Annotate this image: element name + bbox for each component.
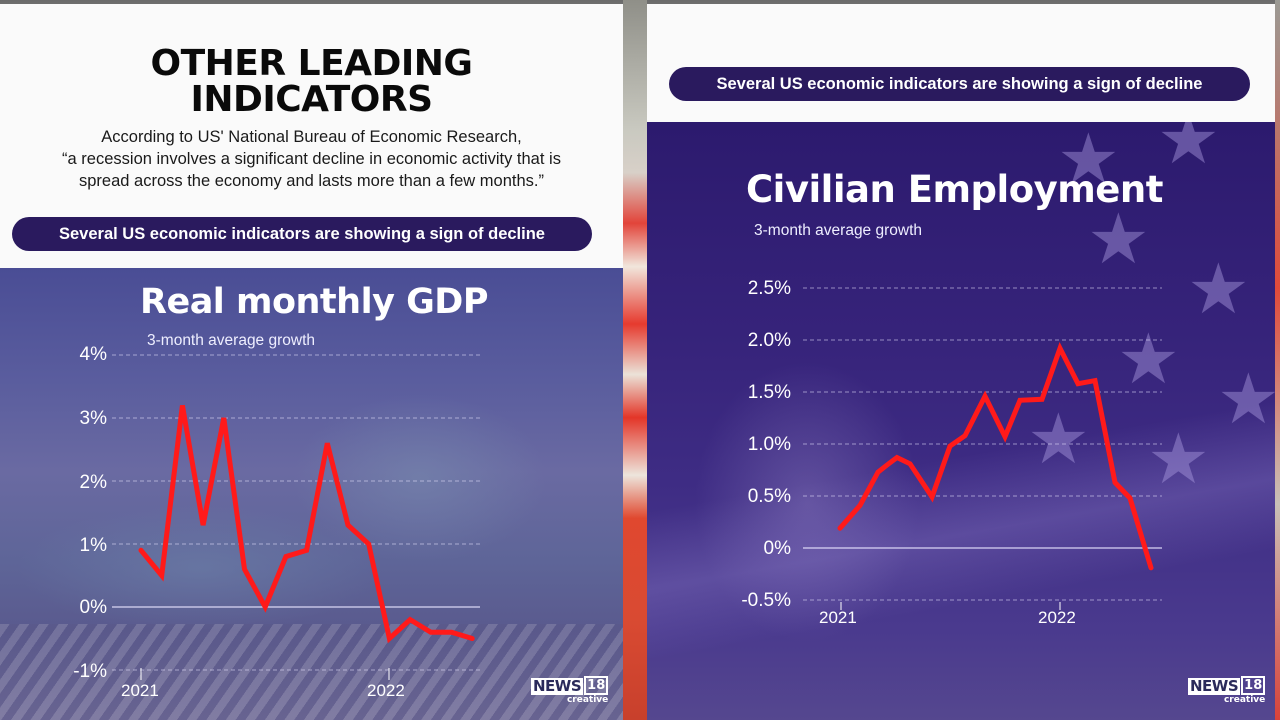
decline-banner: Several US economic indicators are showi… xyxy=(669,67,1250,101)
employment-infographic-panel: ★ ★ ★ ★ ★ ★ ★ ★ Several US economic indi… xyxy=(647,4,1275,720)
header-section: OTHER LEADING INDICATORS According to US… xyxy=(0,4,623,268)
logo-18: 18 xyxy=(584,676,609,695)
gdp-infographic-panel: OTHER LEADING INDICATORS According to US… xyxy=(0,4,623,720)
y-tick-label: 1% xyxy=(79,535,107,556)
flag-star-icon: ★ xyxy=(1147,420,1210,498)
flag-star-icon: ★ xyxy=(1217,360,1275,438)
logo-creative: creative xyxy=(1223,695,1266,705)
y-tick-label: 2.0% xyxy=(747,330,791,351)
gridlines xyxy=(112,354,480,671)
gdp-series-line xyxy=(138,404,475,644)
background-edge xyxy=(1275,0,1280,720)
employment-line-chart xyxy=(803,287,1162,610)
y-tick-label: 0% xyxy=(79,597,107,618)
y-tick-label: 2.5% xyxy=(747,278,791,299)
quote-line-2: “a recession involves a significant decl… xyxy=(62,150,561,168)
y-tick-label: -1% xyxy=(73,661,107,682)
decline-banner: Several US economic indicators are showi… xyxy=(12,217,592,251)
y-tick-label: 4% xyxy=(79,344,107,365)
logo-18: 18 xyxy=(1241,676,1266,695)
flag-star-icon: ★ xyxy=(1087,200,1150,278)
x-tick-label: 2022 xyxy=(1038,608,1076,627)
flag-star-icon: ★ xyxy=(1117,320,1180,398)
news18-logo: NEWS 18 creative xyxy=(1188,676,1266,705)
quote-line-1: According to US' National Bureau of Econ… xyxy=(101,128,522,146)
x-tick-label: 2021 xyxy=(819,608,857,627)
flag-and-box-background xyxy=(647,122,1275,720)
news18-logo: NEWS 18 creative xyxy=(531,676,609,705)
y-tick-label: 3% xyxy=(79,408,107,429)
y-tick-label: 1.0% xyxy=(747,434,791,455)
y-tick-label: 2% xyxy=(79,472,107,493)
y-tick-label: 1.5% xyxy=(747,382,791,403)
flag-star-icon: ★ xyxy=(1187,250,1250,328)
chart-subtitle: 3-month average growth xyxy=(147,332,316,349)
chart-title: Real monthly GDP xyxy=(140,282,489,322)
employment-series-line xyxy=(837,341,1154,571)
statue-of-liberty-background xyxy=(0,268,623,720)
chart-title: Civilian Employment xyxy=(746,168,1163,211)
logo-news: NEWS xyxy=(531,677,584,695)
y-tick-label: 0% xyxy=(763,538,791,559)
flag-star-icon: ★ xyxy=(1027,400,1090,478)
nber-quote: According to US' National Bureau of Econ… xyxy=(0,126,623,192)
title-line-2: INDICATORS xyxy=(190,79,433,120)
logo-news: NEWS xyxy=(1188,677,1241,695)
background-flag-strip xyxy=(623,0,647,720)
y-tick-label: 0.5% xyxy=(747,486,791,507)
quote-line-3: spread across the economy and lasts more… xyxy=(79,172,544,190)
x-tick-label: 2021 xyxy=(121,681,159,700)
logo-creative: creative xyxy=(566,695,609,705)
flag-star-icon: ★ xyxy=(1057,120,1120,198)
header-section: Several US economic indicators are showi… xyxy=(647,4,1275,122)
page-title: OTHER LEADING INDICATORS xyxy=(0,46,623,118)
chart-subtitle: 3-month average growth xyxy=(754,222,923,239)
money-pile-background xyxy=(0,624,623,720)
title-line-1: OTHER LEADING xyxy=(150,43,473,84)
x-tick-label: 2022 xyxy=(367,681,405,700)
gdp-line-chart xyxy=(112,354,480,680)
y-tick-label: -0.5% xyxy=(741,590,791,611)
